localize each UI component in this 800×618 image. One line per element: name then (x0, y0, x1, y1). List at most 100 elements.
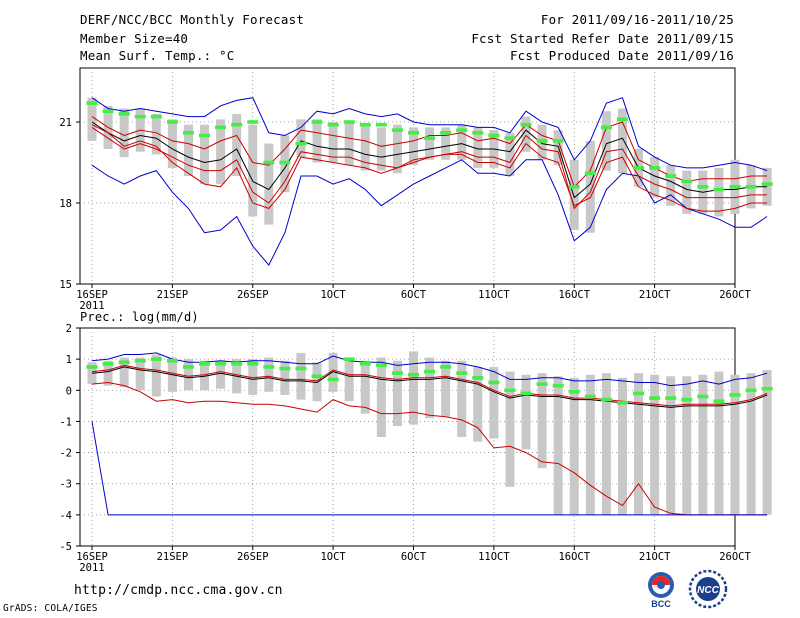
forecast-period: For 2011/09/16-2011/10/25 (540, 12, 734, 27)
observed-mark (424, 136, 436, 140)
x-tick-label: 26SEP (237, 551, 269, 563)
observed-mark (665, 174, 677, 178)
ensemble-box (344, 122, 354, 166)
observed-mark (633, 166, 645, 170)
observed-mark (761, 182, 773, 186)
x-tick-label: 6OCT (401, 289, 427, 301)
ensemble-box (296, 352, 306, 400)
ensemble-box (151, 113, 161, 155)
x-tick-label: 26OCT (719, 289, 751, 301)
observed-mark (375, 122, 387, 127)
observed-mark (215, 362, 227, 366)
source-url[interactable]: http://cmdp.ncc.cma.gov.cn (74, 583, 283, 598)
precip-panel-title: Prec.: log(mm/d) (80, 310, 199, 324)
observed-mark (311, 374, 323, 379)
ensemble-box (441, 360, 451, 417)
x-tick-label: 26OCT (719, 551, 751, 563)
bcc-logo-text: BCC (651, 599, 671, 609)
ensemble-box (200, 360, 210, 391)
observed-mark (584, 171, 596, 176)
ensemble-box (666, 165, 676, 206)
ensemble-box (569, 377, 579, 515)
series-lower (91, 124, 768, 212)
observed-mark (440, 365, 452, 369)
observed-mark (134, 358, 146, 363)
ensemble-box (521, 116, 531, 152)
series-ensemble-mean (91, 121, 768, 199)
x-tick-label: 21SEP (157, 551, 189, 563)
observed-mark (697, 185, 709, 189)
ensemble-box (183, 359, 193, 391)
observed-mark (552, 139, 564, 143)
ensemble-box (473, 366, 483, 442)
y-tick-label: 18 (59, 198, 72, 210)
ensemble-box (328, 352, 338, 392)
ensemble-box (360, 124, 370, 171)
x-tick-label: 16SEP (76, 289, 108, 301)
ensemble-box (248, 124, 258, 217)
ensemble-box (746, 373, 756, 515)
observed-mark (279, 160, 291, 165)
x-tick-year: 2011 (79, 562, 104, 574)
ensemble-box (280, 360, 290, 395)
ensemble-box (328, 122, 338, 163)
observed-mark (665, 396, 677, 400)
observed-mark (215, 125, 227, 130)
x-tick-label: 26SEP (237, 289, 269, 301)
chart-title: DERF/NCC/BCC Monthly Forecast (80, 12, 305, 27)
observed-mark (311, 120, 323, 124)
ensemble-box (601, 111, 611, 171)
ensemble-box (585, 374, 595, 515)
observed-mark (552, 383, 564, 388)
observed-mark (713, 399, 725, 403)
ensemble-box (312, 362, 322, 402)
ensemble-box (425, 357, 435, 419)
observed-mark (536, 139, 548, 143)
observed-mark (182, 365, 194, 369)
observed-mark (616, 400, 628, 405)
observed-mark (199, 362, 211, 366)
ensemble-box (103, 360, 113, 386)
produced-date: Fcst Produced Date 2011/09/16 (509, 48, 734, 63)
observed-mark (424, 369, 436, 374)
ensemble-box (505, 132, 515, 176)
ensemble-box (457, 360, 467, 437)
ensemble-box (183, 124, 193, 176)
ensemble-box (617, 377, 627, 515)
ensemble-box (296, 119, 306, 158)
observed-mark (600, 397, 612, 402)
x-tick-label: 1OCT (320, 551, 346, 563)
ensemble-box (119, 108, 129, 158)
series-ensemble-max (91, 159, 768, 267)
observed-mark (247, 120, 259, 124)
observed-mark (231, 122, 243, 127)
observed-mark (359, 362, 371, 366)
ensemble-box (248, 359, 258, 395)
ensemble-box (264, 143, 274, 225)
observed-mark (504, 136, 516, 140)
ensemble-box (473, 127, 483, 168)
ensemble-box (617, 108, 627, 174)
series-ensemble-mean (91, 366, 768, 408)
ensemble-box (682, 170, 692, 214)
series-ensemble-min (91, 421, 768, 516)
observed-mark (86, 101, 98, 105)
observed-mark (745, 185, 757, 189)
observed-mark (649, 396, 661, 400)
y-tick-label: 21 (59, 117, 72, 129)
ensemble-box (216, 119, 226, 185)
ensemble-box (409, 351, 418, 425)
observed-mark (150, 114, 162, 119)
ensemble-box (698, 374, 708, 515)
observed-mark (504, 388, 516, 393)
observed-mark (568, 185, 580, 189)
y-tick-label: -2 (59, 448, 72, 460)
ensemble-box (216, 360, 226, 389)
ensemble-box (714, 371, 724, 515)
ensemble-box (730, 374, 740, 515)
member-size-label: Member Size=40 (80, 31, 189, 46)
ncc-logo: NCC (688, 569, 728, 609)
observed-mark (456, 128, 468, 132)
ensemble-box (232, 113, 242, 176)
